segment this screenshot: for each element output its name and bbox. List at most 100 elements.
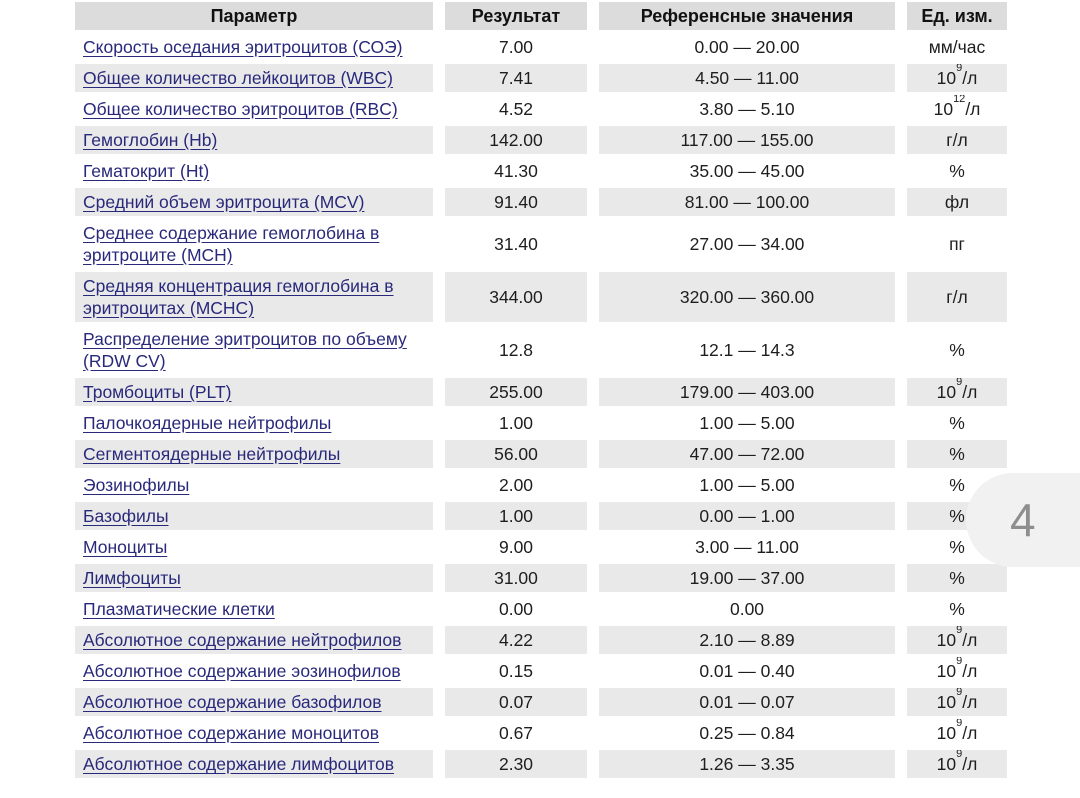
unit-cell: 109/л	[907, 657, 1007, 685]
parameter-link[interactable]: Средняя концентрация гемоглобина в эритр…	[83, 276, 394, 318]
parameter-link[interactable]: Абсолютное содержание эозинофилов	[83, 661, 401, 681]
unit-base: 10	[936, 692, 957, 712]
parameter-link[interactable]: Плазматические клетки	[83, 599, 275, 619]
result-cell: 31.40	[494, 234, 538, 254]
parameter-link[interactable]: Скорость оседания эритроцитов (СОЭ)	[83, 37, 403, 57]
unit-base: г/л	[946, 287, 968, 307]
parameter-link[interactable]: Сегментоядерные нейтрофилы	[83, 444, 341, 464]
parameter-cell: Лимфоциты	[75, 564, 433, 592]
lab-report: Параметр Результат Референсные значения …	[63, 0, 1019, 781]
result-cell: 1.00	[445, 502, 587, 530]
parameter-link[interactable]: Распределение эритроцитов по объему (RDW…	[83, 329, 407, 371]
unit-cell: %	[907, 533, 1007, 561]
parameter-link[interactable]: Гемоглобин (Hb)	[83, 130, 218, 150]
table-row: Средний объем эритроцита (MCV) 91.40 81.…	[75, 188, 1007, 216]
result-cell: 1.00	[498, 413, 534, 433]
reference-cell: 4.50 — 11.00	[599, 64, 895, 92]
parameter-link[interactable]: Абсолютное содержание моноцитов	[83, 723, 380, 743]
unit-base: 10	[936, 382, 957, 402]
reference-cell: 0.00	[729, 599, 765, 619]
table-row: Абсолютное содержание лимфоцитов 2.30 1.…	[75, 750, 1007, 778]
unit-cell: %	[907, 440, 1007, 468]
unit-suffix: /л	[962, 723, 978, 743]
unit-exponent: 9	[956, 64, 963, 75]
unit-exponent: 9	[956, 750, 963, 761]
unit-cell: %	[907, 564, 1007, 592]
result-cell: 12.8	[498, 340, 534, 360]
parameter-cell: Скорость оседания эритроцитов (СОЭ)	[75, 33, 433, 61]
parameter-cell: Палочкоядерные нейтрофилы	[75, 409, 433, 437]
parameter-cell: Средняя концентрация гемоглобина в эритр…	[75, 272, 433, 322]
unit-base: 10	[933, 99, 954, 119]
table-row: Средняя концентрация гемоглобина в эритр…	[75, 272, 1007, 322]
parameter-link[interactable]: Среднее содержание гемоглобина в эритроц…	[83, 223, 380, 265]
parameter-link[interactable]: Базофилы	[83, 506, 169, 526]
parameter-cell: Абсолютное содержание лимфоцитов	[75, 750, 433, 778]
parameter-cell: Распределение эритроцитов по объему (RDW…	[75, 325, 433, 375]
table-row: Общее количество эритроцитов (RBC) 4.52 …	[75, 95, 1007, 123]
parameter-link[interactable]: Средний объем эритроцита (MCV)	[83, 192, 365, 212]
table-row: Распределение эритроцитов по объему (RDW…	[75, 325, 1007, 375]
parameter-link[interactable]: Общее количество эритроцитов (RBC)	[83, 99, 398, 119]
table-row: Гематокрит (Ht) 41.30 35.00 — 45.00 %	[75, 157, 1007, 185]
table-row: Абсолютное содержание базофилов 0.07 0.0…	[75, 688, 1007, 716]
parameter-cell: Эозинофилы	[75, 471, 433, 499]
unit-cell: мм/час	[907, 33, 1007, 61]
unit-cell: %	[907, 595, 1007, 623]
parameter-link[interactable]: Общее количество лейкоцитов (WBC)	[83, 68, 393, 88]
parameter-cell: Базофилы	[75, 502, 433, 530]
unit-suffix: /л	[962, 661, 978, 681]
result-cell: 2.30	[445, 750, 587, 778]
unit-base: %	[949, 340, 965, 360]
reference-cell: 117.00 — 155.00	[599, 126, 895, 154]
table-row: Палочкоядерные нейтрофилы 1.00 1.00 — 5.…	[75, 409, 1007, 437]
result-cell: 41.30	[494, 161, 538, 181]
table-row: Скорость оседания эритроцитов (СОЭ) 7.00…	[75, 33, 1007, 61]
unit-cell: %	[907, 409, 1007, 437]
unit-base: %	[949, 599, 965, 619]
result-cell: 0.07	[445, 688, 587, 716]
column-header-reference: Референсные значения	[599, 2, 895, 30]
unit-exponent: 9	[956, 657, 963, 668]
unit-base: г/л	[946, 130, 968, 150]
parameter-link[interactable]: Лимфоциты	[83, 568, 181, 588]
result-cell: 0.67	[498, 723, 534, 743]
table-row: Общее количество лейкоцитов (WBC) 7.41 4…	[75, 64, 1007, 92]
parameter-cell: Общее количество эритроцитов (RBC)	[75, 95, 433, 123]
result-cell: 344.00	[445, 272, 587, 322]
parameter-link[interactable]: Тромбоциты (PLT)	[83, 382, 232, 402]
parameter-cell: Тромбоциты (PLT)	[75, 378, 433, 406]
header-row: Параметр Результат Референсные значения …	[75, 2, 1007, 30]
parameter-link[interactable]: Абсолютное содержание нейтрофилов	[83, 630, 402, 650]
parameter-cell: Среднее содержание гемоглобина в эритроц…	[75, 219, 433, 269]
unit-base: %	[949, 537, 965, 557]
table-row: Абсолютное содержание моноцитов 0.67 0.2…	[75, 719, 1007, 747]
result-cell: 31.00	[445, 564, 587, 592]
table-row: Эозинофилы 2.00 1.00 — 5.00 %	[75, 471, 1007, 499]
unit-exponent: 12	[953, 95, 966, 106]
unit-exponent: 9	[956, 378, 963, 389]
parameter-link[interactable]: Гематокрит (Ht)	[83, 161, 210, 181]
parameter-cell: Гематокрит (Ht)	[75, 157, 433, 185]
unit-base: 10	[936, 661, 957, 681]
parameter-link[interactable]: Абсолютное содержание лимфоцитов	[83, 754, 394, 774]
unit-base: %	[949, 568, 965, 588]
parameter-link[interactable]: Эозинофилы	[83, 475, 190, 495]
unit-cell: 109/л	[907, 719, 1007, 747]
parameter-cell: Сегментоядерные нейтрофилы	[75, 440, 433, 468]
result-cell: 0.00	[498, 599, 534, 619]
reference-cell: 0.01 — 0.40	[699, 661, 795, 681]
parameter-link[interactable]: Палочкоядерные нейтрофилы	[83, 413, 332, 433]
parameter-link[interactable]: Абсолютное содержание базофилов	[83, 692, 382, 712]
parameter-cell: Плазматические клетки	[75, 595, 433, 623]
table-row: Абсолютное содержание нейтрофилов 4.22 2…	[75, 626, 1007, 654]
unit-cell: %	[907, 157, 1007, 185]
reference-cell: 0.01 — 0.07	[599, 688, 895, 716]
lab-results-table: Параметр Результат Референсные значения …	[63, 0, 1019, 781]
table-body: Скорость оседания эритроцитов (СОЭ) 7.00…	[75, 33, 1007, 778]
unit-cell: фл	[907, 188, 1007, 216]
unit-cell: пг	[907, 219, 1007, 269]
reference-cell: 35.00 — 45.00	[689, 161, 805, 181]
parameter-link[interactable]: Моноциты	[83, 537, 168, 557]
table-row: Базофилы 1.00 0.00 — 1.00 %	[75, 502, 1007, 530]
